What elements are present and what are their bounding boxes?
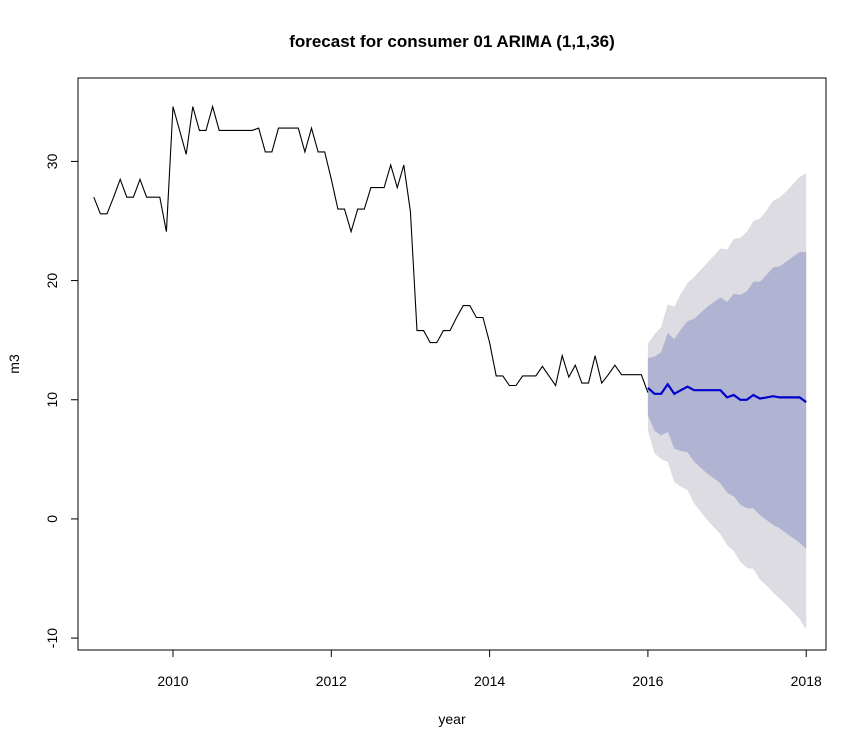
y-tick-label: 0	[44, 515, 60, 523]
interval-80-band	[647, 252, 807, 549]
prediction-intervals	[647, 173, 807, 630]
y-axis-label: m3	[6, 354, 22, 374]
y-axis: -10 0 10 20 30	[44, 153, 79, 648]
y-tick-label: 20	[44, 273, 60, 289]
x-tick-label: 2014	[474, 673, 505, 689]
chart-title: forecast for consumer 01 ARIMA (1,1,36)	[289, 32, 615, 51]
x-tick-label: 2018	[791, 673, 822, 689]
x-axis: 2010 2012 2014 2016 2018	[157, 649, 822, 689]
x-tick-label: 2010	[157, 673, 188, 689]
y-tick-label: 30	[44, 153, 60, 169]
x-tick-label: 2016	[632, 673, 663, 689]
x-axis-label: year	[438, 711, 466, 727]
observed-series-line	[93, 104, 649, 393]
forecast-mean-line	[647, 382, 807, 403]
x-tick-label: 2012	[316, 673, 347, 689]
y-tick-label: -10	[44, 628, 60, 648]
series-lines	[93, 104, 807, 403]
y-tick-label: 10	[44, 392, 60, 408]
